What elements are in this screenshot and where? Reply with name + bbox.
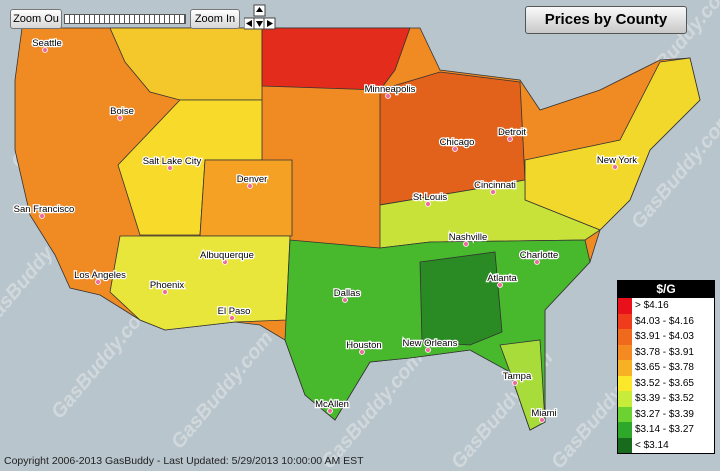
copyright: Copyright 2006-2013 GasBuddy - Last Upda… (4, 455, 364, 467)
city-dot (507, 136, 513, 142)
region-colorado (199, 159, 293, 237)
city-dot (512, 380, 518, 386)
city-dot (247, 183, 253, 189)
city-label: Boise (110, 106, 134, 117)
legend-label: $3.39 - $3.52 (635, 393, 694, 405)
city-dot (425, 201, 431, 207)
city-dot (327, 408, 333, 414)
legend-label: $3.78 - $3.91 (635, 346, 694, 358)
city-dot (229, 315, 235, 321)
city-label: Dallas (334, 288, 361, 299)
city-label: St Louis (413, 192, 448, 203)
city-dot (359, 349, 365, 355)
region-florida (499, 339, 546, 431)
city-label: Tampa (503, 371, 532, 382)
city-label: Chicago (440, 137, 475, 148)
legend-title: $/G (618, 281, 714, 298)
city-label: Denver (237, 174, 268, 185)
city-dot (497, 282, 503, 288)
legend-item: $4.03 - $4.16 (618, 313, 714, 329)
city-label: Los Angeles (74, 270, 126, 281)
legend-swatch (618, 344, 632, 360)
legend-label: $4.03 - $4.16 (635, 315, 694, 327)
legend-swatch (618, 298, 632, 314)
legend-item: > $4.16 (618, 298, 714, 314)
legend-item: < $3.14 (618, 437, 714, 453)
legend-swatch (618, 422, 632, 438)
city-dot (612, 164, 618, 170)
legend-swatch (618, 313, 632, 329)
legend-label: > $4.16 (635, 300, 669, 312)
city-dot (222, 259, 228, 265)
city-label: El Paso (218, 306, 251, 317)
legend-swatch (618, 406, 632, 422)
city-label: Atlanta (487, 273, 517, 284)
city-label: Nashville (449, 232, 488, 243)
city-dot (42, 47, 48, 53)
city-dot (463, 241, 469, 247)
legend-swatch (618, 437, 632, 453)
legend-item: $3.14 - $3.27 (618, 422, 714, 438)
legend-item: $3.65 - $3.78 (618, 360, 714, 376)
city-dot (342, 297, 348, 303)
city-label: Phoenix (150, 280, 185, 291)
city-dot (490, 189, 496, 195)
city-label: New York (597, 155, 637, 166)
city-dot (162, 289, 168, 295)
pan-controls (244, 4, 276, 30)
city-label: Cincinnati (474, 180, 516, 191)
city-dot (385, 93, 391, 99)
city-label: Charlotte (520, 250, 559, 261)
zoom-out-button[interactable]: Zoom Ou (10, 9, 62, 29)
legend-item: $3.78 - $3.91 (618, 344, 714, 360)
legend-item: $3.27 - $3.39 (618, 406, 714, 422)
city-dot (452, 146, 458, 152)
city-dot (117, 115, 123, 121)
us-regions (14, 27, 701, 431)
city-label: San Francisco (14, 204, 75, 215)
legend-label: $3.65 - $3.78 (635, 362, 694, 374)
region-deep-south (419, 251, 503, 346)
city-dot (534, 259, 540, 265)
legend-label: $3.91 - $4.03 (635, 331, 694, 343)
city-label: Seattle (32, 38, 62, 49)
legend-swatch (618, 375, 632, 391)
zoom-in-button[interactable]: Zoom In (190, 9, 240, 29)
city-dot (95, 279, 101, 285)
city-dot (39, 213, 45, 219)
legend-swatch (618, 360, 632, 376)
city-label: Salt Lake City (143, 156, 202, 167)
city-label: McAllen (315, 399, 349, 410)
city-label: Houston (346, 340, 381, 351)
city-label: Albuquerque (200, 250, 254, 261)
city-label: Detroit (498, 127, 526, 138)
city-label: Miami (531, 408, 556, 419)
legend-label: $3.52 - $3.65 (635, 377, 694, 389)
legend-swatch (618, 391, 632, 407)
watermark: GasBuddy.com (167, 327, 278, 453)
city-dot (167, 165, 173, 171)
legend-label: < $3.14 (635, 439, 669, 451)
legend-label: $3.27 - $3.39 (635, 408, 694, 420)
city-dot (539, 417, 545, 423)
zoom-slider[interactable] (64, 14, 186, 24)
legend-item: $3.52 - $3.65 (618, 375, 714, 391)
map-title[interactable]: Prices by County (525, 6, 687, 34)
city-label: New Orleans (403, 338, 458, 349)
legend-item: $3.91 - $4.03 (618, 329, 714, 345)
city-label: Minneapolis (365, 84, 416, 95)
city-labels: Seattle Boise Minneapolis Detroit Chicago Sal… (12, 37, 639, 423)
city-dot (425, 347, 431, 353)
legend: $/G > $4.16 $4.03 - $4.16 $3.91 - $4.03 $3.… (617, 280, 715, 454)
legend-swatch (618, 329, 632, 345)
legend-label: $3.14 - $3.27 (635, 424, 694, 436)
region-plains-north (261, 27, 411, 91)
legend-item: $3.39 - $3.52 (618, 391, 714, 407)
